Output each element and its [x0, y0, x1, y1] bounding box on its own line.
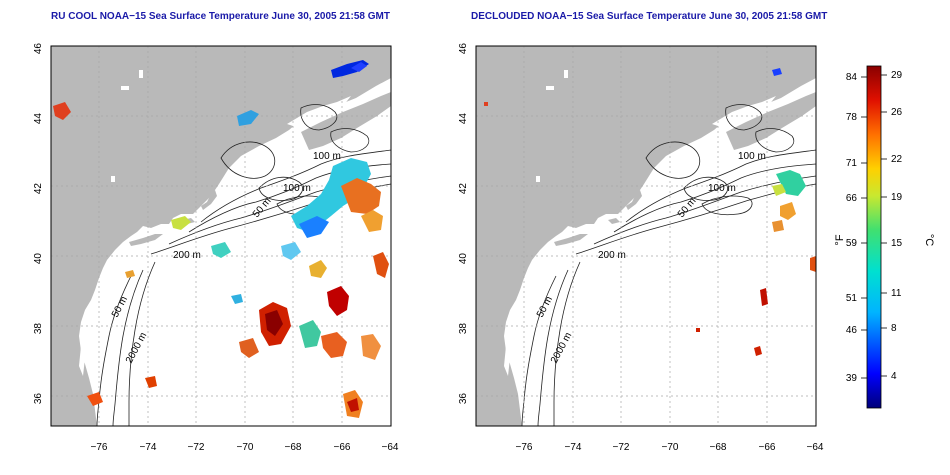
right-map-panel: 100 m 100 m 50 m 200 m 50 m 2000 m [475, 45, 817, 427]
left-lat-axis: 46 44 42 40 38 36 [33, 43, 44, 405]
svg-text:42: 42 [458, 183, 469, 195]
svg-text:−64: −64 [382, 442, 399, 453]
svg-text:29: 29 [891, 70, 903, 81]
svg-text:22: 22 [891, 154, 903, 165]
right-contour-label-100b: 100 m [708, 183, 736, 194]
svg-text:46: 46 [33, 43, 44, 55]
right-lat-axis: 46 44 42 40 38 36 [458, 43, 469, 405]
right-contour-label-200: 200 m [598, 250, 626, 261]
left-contour-label-100b: 100 m [283, 183, 311, 194]
colorbar-f-unit: °F [834, 234, 846, 245]
colorbar: 84 78 71 66 59 51 46 39 29 26 22 19 15 1… [834, 65, 935, 409]
svg-text:−66: −66 [759, 442, 776, 453]
svg-text:39: 39 [846, 373, 858, 384]
left-map-panel: 100 m 100 m 50 m 200 m 50 m 2000 m [50, 45, 392, 427]
svg-text:84: 84 [846, 72, 858, 83]
svg-text:15: 15 [891, 238, 903, 249]
svg-text:−72: −72 [188, 442, 205, 453]
svg-text:66: 66 [846, 193, 858, 204]
svg-text:38: 38 [458, 323, 469, 335]
left-lon-axis: −76 −74 −72 −70 −68 −66 −64 [91, 442, 399, 453]
left-sst-patches [53, 60, 389, 418]
svg-text:−68: −68 [285, 442, 302, 453]
svg-text:40: 40 [458, 253, 469, 265]
svg-text:4: 4 [891, 371, 897, 382]
svg-text:−76: −76 [91, 442, 108, 453]
svg-text:40: 40 [33, 253, 44, 265]
right-lon-axis: −76 −74 −72 −70 −68 −66 −64 [516, 442, 824, 453]
left-contour-label-100a: 100 m [313, 151, 341, 162]
colorbar-c-unit: °C [923, 234, 935, 246]
svg-text:44: 44 [458, 113, 469, 125]
svg-text:36: 36 [33, 393, 44, 405]
svg-text:−70: −70 [662, 442, 679, 453]
svg-text:−74: −74 [565, 442, 582, 453]
svg-text:38: 38 [33, 323, 44, 335]
svg-text:46: 46 [846, 325, 858, 336]
svg-text:26: 26 [891, 107, 903, 118]
svg-text:19: 19 [891, 192, 903, 203]
svg-text:59: 59 [846, 238, 858, 249]
left-map-title: RU COOL NOAA−15 Sea Surface Temperature … [51, 11, 390, 22]
svg-text:−76: −76 [516, 442, 533, 453]
svg-text:−68: −68 [710, 442, 727, 453]
colorbar-f-ticks: 84 78 71 66 59 51 46 39 [846, 72, 858, 384]
svg-text:46: 46 [458, 43, 469, 55]
right-map-title: DECLOUDED NOAA−15 Sea Surface Temperatur… [471, 11, 828, 22]
svg-text:44: 44 [33, 113, 44, 125]
svg-text:78: 78 [846, 112, 858, 123]
right-sst-patches [484, 68, 816, 356]
left-contour-label-200: 200 m [173, 250, 201, 261]
right-contour-label-100a: 100 m [738, 151, 766, 162]
svg-text:−64: −64 [807, 442, 824, 453]
svg-text:−72: −72 [613, 442, 630, 453]
svg-text:−70: −70 [237, 442, 254, 453]
svg-text:8: 8 [891, 323, 897, 334]
svg-text:51: 51 [846, 293, 858, 304]
svg-text:−66: −66 [334, 442, 351, 453]
svg-text:71: 71 [846, 158, 858, 169]
svg-text:−74: −74 [140, 442, 157, 453]
svg-text:36: 36 [458, 393, 469, 405]
svg-text:11: 11 [891, 288, 902, 299]
svg-text:42: 42 [33, 183, 44, 195]
colorbar-c-ticks: 29 26 22 19 15 11 8 4 [891, 70, 903, 382]
